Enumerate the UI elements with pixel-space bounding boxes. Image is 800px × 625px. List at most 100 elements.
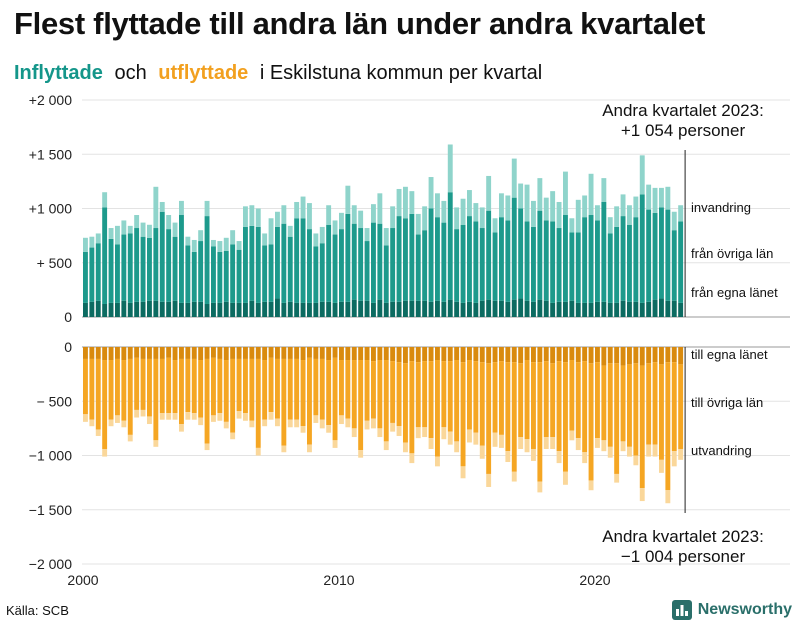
bar-segment bbox=[351, 223, 357, 300]
bar-segment bbox=[294, 358, 300, 420]
bar-segment bbox=[454, 360, 460, 442]
bar-segment bbox=[582, 195, 588, 218]
bar-segment bbox=[89, 236, 95, 248]
bar-segment bbox=[447, 144, 453, 193]
bar-segment bbox=[371, 222, 376, 303]
bar-segment bbox=[665, 347, 671, 363]
bar-segment bbox=[307, 347, 312, 358]
subtitle-and: och bbox=[114, 62, 147, 84]
bar-segment bbox=[383, 302, 389, 317]
bar-segment bbox=[371, 204, 376, 223]
y-tick-label: 0 bbox=[64, 339, 72, 355]
bar-segment bbox=[262, 347, 268, 361]
bar-segment bbox=[524, 300, 530, 317]
bar-segment bbox=[639, 365, 645, 489]
bar-segment bbox=[620, 441, 626, 452]
bar-segment bbox=[524, 184, 530, 222]
bar-segment bbox=[531, 226, 536, 302]
bar-segment bbox=[243, 347, 248, 359]
bar-segment bbox=[319, 226, 325, 244]
brand: Newsworthy bbox=[671, 600, 792, 620]
bar-segment bbox=[332, 357, 338, 441]
bar-segment bbox=[409, 453, 415, 464]
bar-segment bbox=[492, 300, 498, 317]
bar-segment bbox=[134, 357, 140, 410]
bar-segment bbox=[351, 299, 357, 317]
bar-segment bbox=[646, 444, 652, 457]
bar-segment bbox=[121, 360, 127, 421]
bar-segment bbox=[102, 448, 108, 457]
bar-segment bbox=[127, 434, 133, 442]
bar-segment bbox=[537, 210, 543, 300]
annotation-text: Andra kvartalet 2023: bbox=[602, 101, 764, 120]
bar-segment bbox=[83, 237, 88, 252]
bar-segment bbox=[671, 451, 677, 467]
bar-segment bbox=[243, 413, 248, 421]
bar-segment bbox=[531, 362, 536, 449]
bar-segment bbox=[281, 223, 287, 303]
bar-segment bbox=[262, 245, 268, 302]
series-label: från övriga län bbox=[691, 246, 773, 261]
bar-segment bbox=[435, 347, 440, 361]
bar-segment bbox=[582, 361, 588, 453]
y-tick-label: + 500 bbox=[37, 255, 73, 271]
bar-segment bbox=[415, 234, 421, 301]
bar-segment bbox=[230, 302, 236, 317]
bar-segment bbox=[377, 347, 383, 361]
bar-segment bbox=[191, 301, 197, 317]
bar-segment bbox=[115, 244, 120, 303]
bar-segment bbox=[524, 347, 530, 361]
bar-segment bbox=[620, 300, 626, 317]
bar-segment bbox=[262, 233, 268, 246]
bar-segment bbox=[307, 302, 312, 317]
bar-segment bbox=[262, 301, 268, 317]
bar-segment bbox=[262, 360, 268, 420]
bar-segment bbox=[134, 301, 140, 317]
bar-segment bbox=[159, 358, 165, 414]
bar-segment bbox=[441, 222, 447, 302]
bar-segment bbox=[639, 488, 645, 502]
bar-segment bbox=[492, 432, 498, 447]
bar-segment bbox=[435, 193, 440, 218]
bar-segment bbox=[678, 221, 684, 303]
bar-segment bbox=[127, 302, 133, 317]
bar-segment bbox=[639, 194, 645, 303]
bar-segment bbox=[268, 412, 274, 420]
bar-segment bbox=[627, 347, 632, 365]
bar-segment bbox=[665, 209, 671, 301]
bar-segment bbox=[633, 196, 639, 218]
bar-segment bbox=[435, 456, 440, 467]
bar-segment bbox=[543, 197, 549, 221]
bar-segment bbox=[511, 471, 517, 482]
bar-segment bbox=[358, 450, 364, 458]
bar-segment bbox=[127, 358, 133, 435]
bar-segment bbox=[217, 358, 223, 414]
bar-segment bbox=[275, 226, 280, 299]
bar-segment bbox=[89, 347, 95, 359]
bar-segment bbox=[364, 360, 370, 421]
bar-segment bbox=[435, 360, 440, 457]
bar-segment bbox=[243, 206, 248, 227]
bar-segment bbox=[294, 302, 300, 317]
bar-segment bbox=[671, 347, 677, 363]
bar-segment bbox=[153, 358, 159, 441]
bar-segment bbox=[159, 413, 165, 420]
bar-segment bbox=[492, 218, 498, 233]
bar-segment bbox=[607, 446, 613, 458]
bar-segment bbox=[223, 347, 229, 361]
bar-segment bbox=[198, 301, 204, 317]
bar-segment bbox=[678, 347, 684, 365]
bar-segment bbox=[550, 437, 556, 449]
bar-segment bbox=[415, 347, 421, 363]
bar-segment bbox=[223, 301, 229, 317]
bar-segment bbox=[460, 198, 466, 225]
bar-segment bbox=[588, 173, 594, 216]
bar-segment bbox=[159, 347, 165, 359]
bar-segment bbox=[358, 360, 364, 451]
bar-segment bbox=[671, 230, 677, 301]
bar-segment bbox=[627, 446, 632, 457]
bar-segment bbox=[665, 300, 671, 317]
bar-segment bbox=[83, 302, 88, 317]
bar-segment bbox=[473, 432, 479, 445]
bar-segment bbox=[159, 201, 165, 212]
